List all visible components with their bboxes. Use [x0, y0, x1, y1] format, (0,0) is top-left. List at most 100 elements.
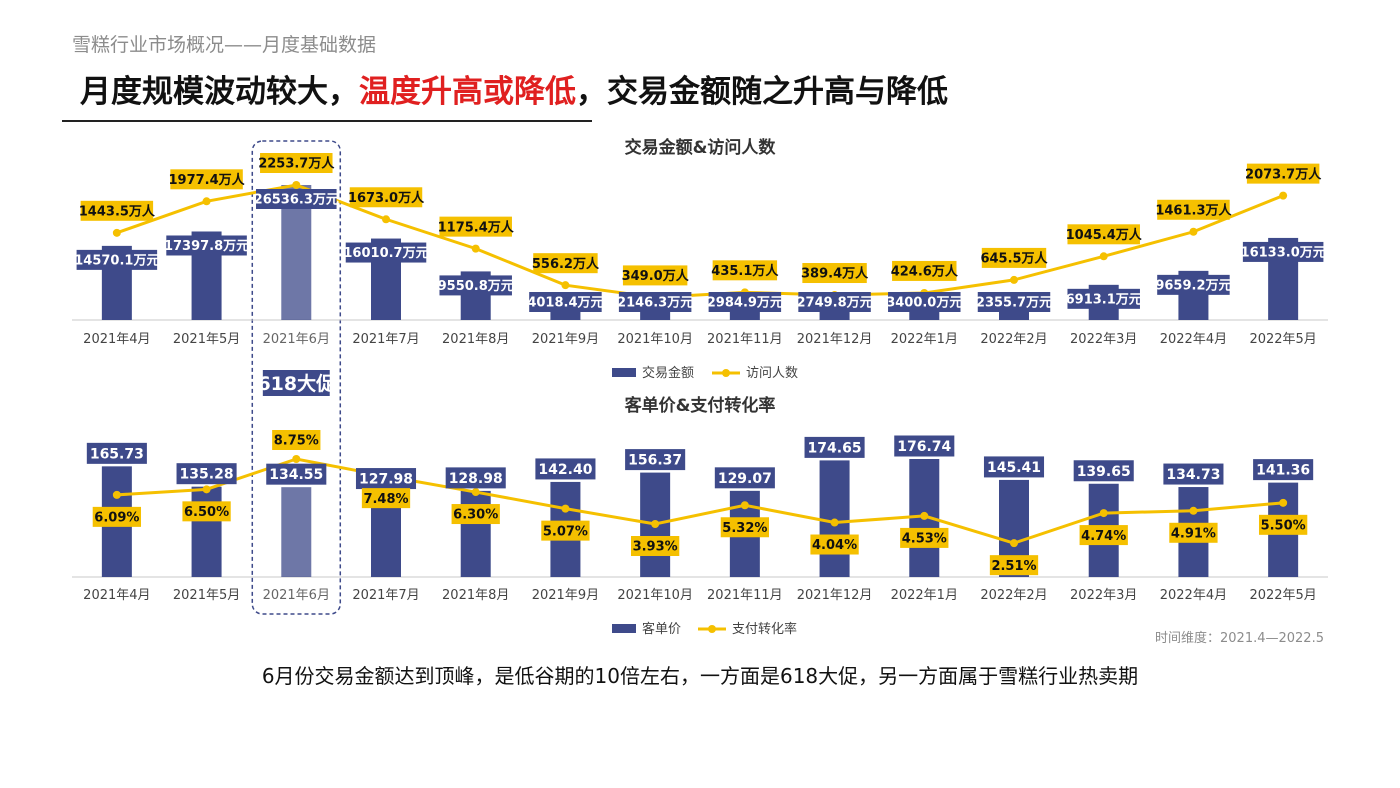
bar-data-label: 2984.9万元 [707, 296, 783, 311]
bar-data-label-bg [618, 292, 692, 312]
line-data-label-bg [892, 260, 957, 281]
line-data-label: 1175.4万人 [438, 219, 515, 235]
bar-data-label-bg [1163, 463, 1224, 485]
promo-label: 618大促 [257, 372, 335, 395]
point-访问人数 [471, 244, 480, 253]
x-tick-label: 2021年7月 [352, 332, 419, 347]
bar-data-label: 2355.7万元 [976, 296, 1052, 311]
bar-data-label-bg [256, 189, 337, 209]
x-tick-label: 2022年5月 [1249, 588, 1316, 603]
bar-data-label: 127.98 [359, 472, 413, 488]
bar-data-label-bg [1157, 274, 1230, 295]
bar-data-label-bg [345, 242, 427, 263]
section-subtitle: 雪糕行业市场概况——月度基础数据 [72, 34, 377, 56]
x-tick-label: 2022年1月 [891, 588, 958, 603]
line-data-label-bg [1067, 224, 1140, 245]
line-data-label: 6.30% [453, 508, 498, 523]
x-tick-label: 2021年12月 [797, 588, 873, 603]
point-支付转化率 [830, 518, 839, 527]
bar-data-label-bg [708, 292, 782, 312]
line-data-label: 4.91% [1171, 526, 1216, 541]
page-headline: 月度规模波动较大，温度升高或降低，交易金额随之升高与降低 [80, 66, 948, 111]
point-访问人数 [1010, 275, 1018, 284]
line-data-label-bg [80, 200, 154, 221]
point-支付转化率 [651, 520, 660, 529]
headline-part2: ，交易金额随之升高与降低 [576, 74, 948, 110]
x-tick-label: 2021年8月 [442, 588, 509, 603]
point-支付转化率 [740, 501, 749, 510]
point-访问人数 [382, 215, 390, 224]
bar-data-label-bg [355, 468, 417, 490]
bar-data-label: 128.98 [449, 471, 503, 487]
line-data-label: 4.74% [1081, 529, 1126, 544]
bar-data-label: 142.40 [538, 462, 592, 478]
bar-客单价 [191, 486, 222, 577]
point-访问人数 [1099, 252, 1108, 261]
bar-data-label-bg [535, 458, 596, 480]
bar-data-label-bg [266, 463, 327, 485]
line-data-label-bg [451, 504, 500, 525]
x-tick-label: 2022年2月 [980, 332, 1047, 347]
legend-line-marker [708, 625, 716, 633]
line-data-label: 6.50% [184, 505, 229, 520]
point-访问人数 [112, 228, 121, 237]
point-支付转化率 [202, 485, 211, 494]
line-data-label: 5.50% [1261, 519, 1306, 534]
line-data-label-bg [810, 534, 859, 555]
legend-line-label: 支付转化率 [732, 621, 797, 637]
point-支付转化率 [292, 455, 301, 463]
bar-data-label-bg [888, 292, 961, 312]
bar-data-label: 2146.3万元 [617, 296, 693, 311]
headline-highlight: 温度升高或降低 [359, 74, 576, 110]
x-tick-label: 2021年10月 [617, 588, 693, 603]
line-data-label: 424.6万人 [891, 264, 959, 280]
bar-data-label-bg [894, 435, 955, 457]
bar-data-label: 174.65 [808, 440, 862, 456]
point-支付转化率 [1099, 509, 1108, 518]
bar-data-label-bg [439, 275, 512, 296]
line-data-label: 7.48% [363, 492, 408, 507]
legend-bar-label: 客单价 [642, 621, 681, 637]
bar-data-label-bg [1242, 241, 1324, 262]
bar-data-label-bg [176, 463, 237, 485]
bar-data-label-bg [86, 442, 147, 464]
line-data-label-bg [989, 555, 1039, 576]
line-data-label-bg [630, 536, 680, 557]
line-data-label-bg [1157, 199, 1230, 220]
bar-data-label-bg [529, 292, 602, 312]
x-tick-label: 2021年9月 [532, 588, 599, 603]
x-tick-label: 2022年5月 [1249, 332, 1316, 347]
x-tick-label: 2022年4月 [1160, 588, 1227, 603]
legend-line-label: 访问人数 [746, 366, 798, 381]
x-tick-label: 2021年7月 [352, 588, 419, 603]
line-data-label: 2253.7万人 [258, 156, 335, 172]
bar-客单价 [460, 490, 491, 577]
x-tick-label: 2021年12月 [797, 332, 873, 347]
line-data-label-bg [1079, 525, 1128, 546]
line-data-label: 8.75% [274, 434, 319, 449]
bar-data-label: 16133.0万元 [1241, 246, 1326, 261]
bar-data-label-bg [804, 436, 865, 458]
x-tick-label: 2021年11月 [707, 588, 783, 603]
bar-data-label: 165.73 [90, 446, 144, 462]
x-tick-label: 2022年4月 [1160, 332, 1227, 347]
bar-data-label-bg [76, 249, 158, 270]
x-tick-label: 2021年8月 [442, 332, 509, 347]
bar-data-label: 6913.1万元 [1066, 293, 1142, 308]
legend-bar-swatch [612, 624, 636, 633]
x-tick-label: 2022年3月 [1070, 588, 1137, 603]
line-data-label-bg [533, 253, 598, 274]
line-data-label: 1977.4万人 [168, 172, 245, 188]
line-data-label: 6.09% [94, 511, 139, 526]
x-tick-label: 2021年5月 [173, 588, 240, 603]
bar-data-label: 9659.2万元 [1155, 279, 1231, 294]
bar-data-label: 16010.7万元 [343, 246, 428, 261]
line-data-label: 389.4万人 [801, 266, 869, 282]
legend-line-marker [722, 369, 730, 377]
point-支付转化率 [1279, 498, 1288, 507]
bar-data-label: 134.55 [269, 467, 323, 483]
line-data-label-bg [900, 527, 949, 548]
line-data-label: 645.5万人 [980, 251, 1048, 267]
promo-highlight-box [251, 140, 342, 615]
